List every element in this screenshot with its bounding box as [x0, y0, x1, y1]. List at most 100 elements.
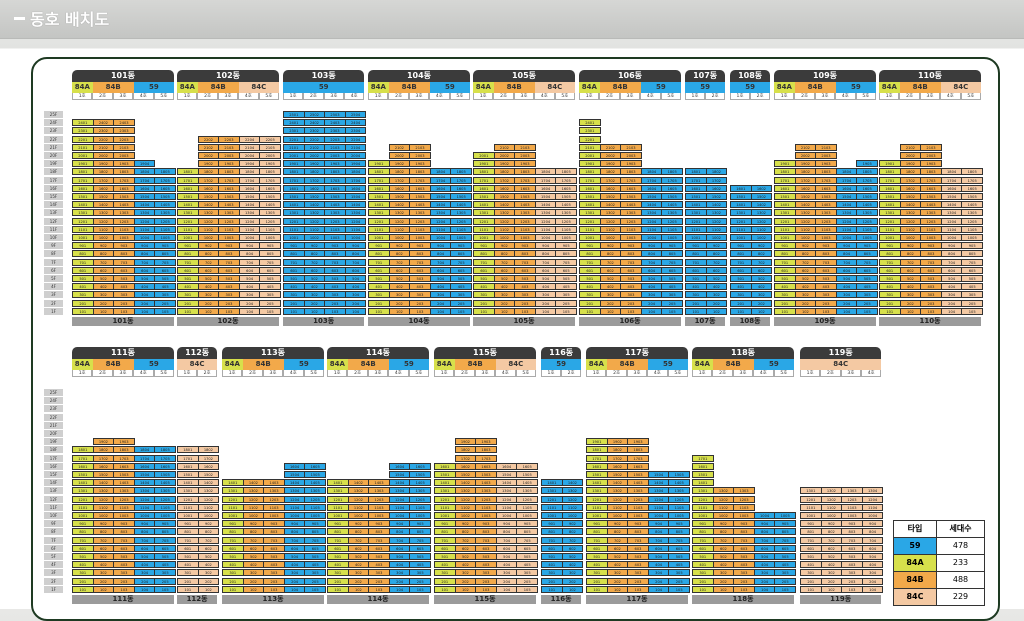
type-row: 84C	[800, 359, 882, 370]
unit-cell: 1105	[450, 225, 472, 233]
unit-cell: 1402	[197, 201, 220, 209]
unit-cell: 503	[920, 275, 942, 282]
line-label: 4호	[238, 93, 259, 100]
unit-cell: 1203	[113, 217, 135, 225]
unit-cell: 801	[774, 250, 796, 258]
unit-cell: 802	[606, 528, 629, 536]
unit-cell: 1105	[668, 503, 690, 511]
unit-cell: 804	[753, 528, 776, 536]
unit-cell: 701	[72, 536, 94, 544]
building-header: 115동	[434, 347, 536, 359]
unit-cell: 1403	[368, 479, 390, 487]
building-header: 119동	[800, 347, 882, 359]
unit-cell: 505	[304, 553, 326, 560]
unit-cell: 601	[72, 544, 94, 552]
unit-cell: 1001	[368, 234, 390, 241]
unit-cell: 802	[820, 528, 843, 536]
line-label: 2호	[794, 93, 815, 100]
unit-cell: 803	[263, 528, 285, 536]
unit-cell: 503	[263, 553, 285, 560]
line-label: 1호	[434, 370, 455, 377]
unit-cell: 805	[409, 528, 431, 536]
unit-cell: 703	[815, 258, 837, 266]
unit-cell: 1604	[640, 184, 663, 192]
unit-cell: 602	[606, 544, 629, 552]
unit-cell: 2201	[283, 135, 305, 143]
unit-cell: 201	[730, 299, 752, 307]
unit-cell: 1303	[368, 487, 390, 495]
unit-cell: 1002	[197, 234, 220, 241]
unit-cell: 802	[92, 250, 115, 258]
unit-cell: 1705	[961, 176, 983, 184]
type-label: 84A	[774, 82, 795, 93]
unit-cell: 604	[133, 544, 156, 552]
unit-cell: 1202	[899, 217, 922, 225]
unit-cell: 901	[692, 520, 714, 528]
unit-cell: 705	[450, 258, 472, 266]
type-label: 84B	[606, 359, 648, 370]
unit-cell: 702	[197, 536, 220, 544]
unit-cell: 801	[685, 250, 707, 258]
unit-cell: 703	[368, 536, 390, 544]
unit-cell: 1802	[899, 168, 922, 176]
unit-cell: 1502	[899, 193, 922, 200]
unit-cell: 605	[856, 266, 878, 274]
floor-label: 21F	[44, 143, 63, 151]
unit-cell: 1404	[283, 479, 306, 487]
line-label: 2호	[242, 370, 263, 377]
unit-cell: 705	[516, 536, 538, 544]
unit-cell: 1401	[579, 201, 601, 209]
unit-cell: 904	[283, 520, 306, 528]
unit-cell: 405	[259, 283, 281, 291]
building-header: 105동	[473, 70, 575, 82]
unit-cell: 1401	[368, 201, 390, 209]
unit-cell: 1604	[940, 184, 963, 192]
unit-cell: 1503	[113, 471, 135, 478]
unit-cell: 1604	[283, 462, 306, 470]
unit-cell: 704	[861, 536, 884, 544]
unit-cell: 1103	[733, 503, 755, 511]
unit-cell: 602	[242, 544, 265, 552]
unit-cell: 1203	[475, 495, 497, 503]
unit-cell: 1201	[434, 495, 456, 503]
unit-cell: 302	[794, 291, 817, 299]
type-label: 59	[640, 82, 681, 93]
unit-cell: 705	[555, 258, 577, 266]
unit-cell: 205	[154, 577, 176, 585]
unit-cell: 1901	[579, 160, 601, 168]
unit-cell: 104	[753, 585, 776, 593]
unit-cell: 2102	[794, 143, 817, 151]
legend-count: 478	[952, 541, 969, 550]
floor-label: 4F	[44, 561, 63, 569]
unit-cell: 2101	[579, 143, 601, 151]
unit-cell: 701	[800, 536, 822, 544]
type-label: 59	[133, 82, 174, 93]
unit-cell: 1004	[388, 512, 411, 519]
unit-cell: 703	[263, 536, 285, 544]
unit-cell: 301	[72, 291, 94, 299]
unit-cell: 205	[774, 577, 796, 585]
unit-cell: 1004	[495, 512, 518, 519]
floor-label: 8F	[44, 250, 63, 258]
unit-cell: 1004	[133, 234, 156, 241]
unit-cell: 602	[705, 266, 728, 274]
building-header: 104동	[368, 70, 470, 82]
unit-cell: 201	[72, 577, 94, 585]
unit-cell: 1301	[283, 209, 305, 217]
unit-cell: 704	[133, 536, 156, 544]
unit-cell: 1405	[304, 479, 326, 487]
unit-cell: 503	[815, 275, 837, 282]
page-header: 동호 배치도	[0, 0, 1024, 39]
unit-cell: 1403	[113, 201, 135, 209]
type-label: 59	[429, 82, 470, 93]
unit-cell: 604	[344, 266, 367, 274]
unit-cell: 1005	[555, 234, 577, 241]
unit-cell: 703	[324, 258, 346, 266]
unit-cell: 1604	[835, 184, 858, 192]
unit-cell: 405	[856, 283, 878, 291]
unit-cell: 1702	[388, 176, 411, 184]
unit-cell: 1305	[856, 209, 878, 217]
unit-cell: 201	[579, 299, 601, 307]
unit-cell: 1503	[514, 193, 536, 200]
unit-cell: 1304	[133, 209, 156, 217]
